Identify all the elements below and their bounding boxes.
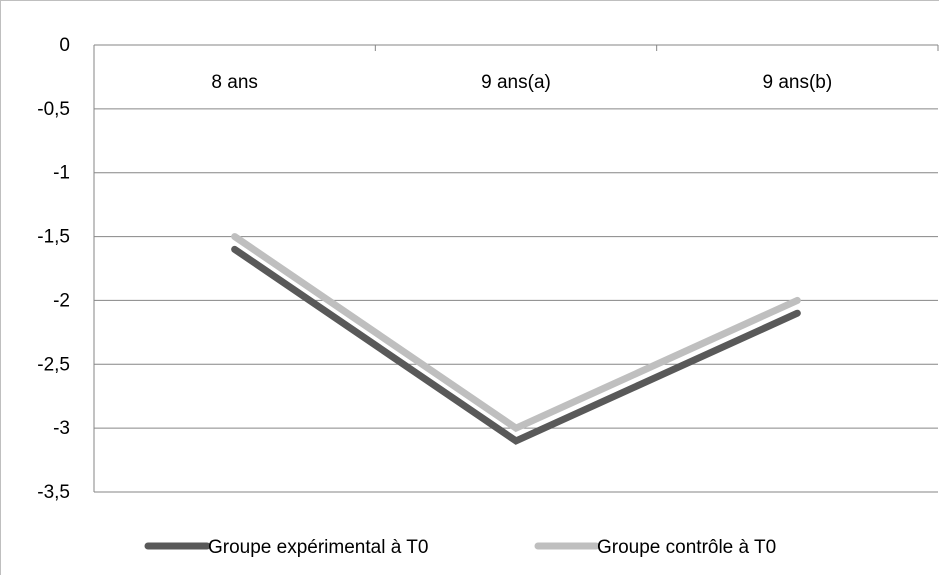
y-tick-label: -2,5 xyxy=(37,354,70,375)
series-line-experimental xyxy=(231,245,801,445)
y-tick-label: -1,5 xyxy=(37,227,70,248)
y-tick-label: -2 xyxy=(53,290,70,311)
x-tick-label: 9 ans(b) xyxy=(762,72,832,93)
x-tick-label: 9 ans(a) xyxy=(481,72,551,93)
y-tick-label: 0 xyxy=(59,35,70,56)
y-tick-label: -1 xyxy=(53,163,70,184)
x-axis: 8 ans 9 ans(a) 9 ans(b) xyxy=(93,45,939,93)
legend: Groupe expérimental à T0 Groupe contrôle … xyxy=(144,537,776,558)
y-tick-label: -0,5 xyxy=(37,99,70,120)
legend-label: Groupe contrôle à T0 xyxy=(597,537,776,558)
y-tick-label: -3,5 xyxy=(37,482,70,503)
series-line-controle xyxy=(231,233,801,433)
y-tick-label: -3 xyxy=(53,418,70,439)
x-tick-label: 8 ans xyxy=(211,72,257,93)
legend-label: Groupe expérimental à T0 xyxy=(208,537,428,558)
y-axis: 0 -0,5 -1 -1,5 -2 -2,5 -3 -3,5 xyxy=(37,35,95,503)
series-lines xyxy=(231,233,801,445)
